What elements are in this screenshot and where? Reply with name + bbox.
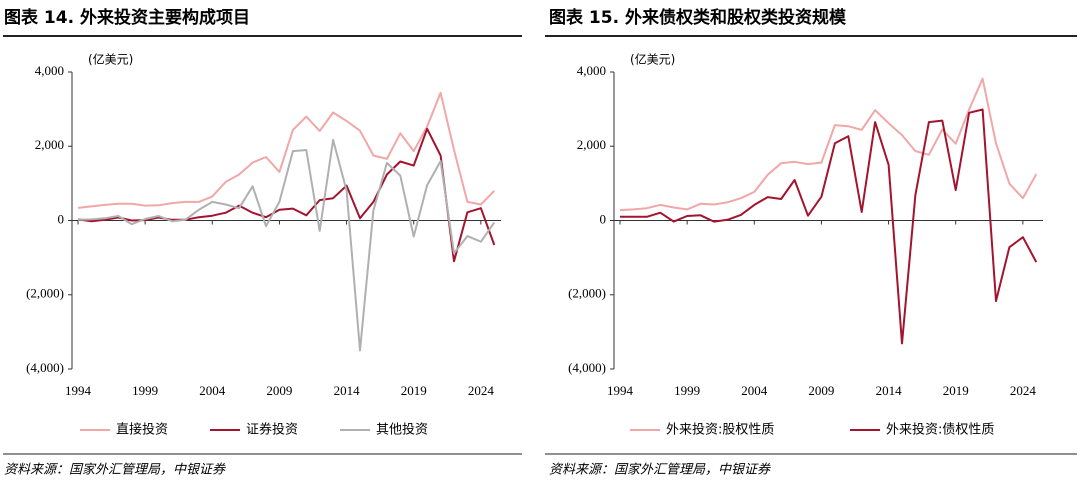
series-line — [620, 108, 1038, 345]
chart-title: 图表 15. 外来债权类和股权类投资规模 — [549, 7, 847, 28]
x-tick-label: 2019 — [943, 383, 969, 398]
legend-label: 外来投资:股权性质 — [666, 422, 774, 438]
source: 资料来源：国家外汇管理局，中银证券 — [4, 462, 226, 478]
x-tick-label: 2024 — [468, 383, 495, 398]
x-tick-label: 2004 — [741, 383, 768, 398]
y-tick-label: 4,000 — [577, 63, 606, 78]
y-tick-label: 2,000 — [577, 137, 606, 152]
chart-title: 图表 14. 外来投资主要构成项目 — [4, 7, 250, 28]
legend-label: 证券投资 — [246, 422, 298, 438]
y-tick-label: (2,000) — [568, 286, 606, 301]
y-tick-label: (4,000) — [26, 360, 64, 375]
x-tick-label: 1999 — [132, 383, 158, 398]
x-tick-label: 1994 — [65, 383, 92, 398]
x-tick-label: 2014 — [876, 383, 903, 398]
y-tick-label: (2,000) — [26, 286, 64, 301]
x-tick-label: 2009 — [266, 383, 292, 398]
y-tick-label: 0 — [58, 211, 65, 226]
x-tick-label: 2004 — [199, 383, 226, 398]
x-tick-label: 2024 — [1010, 383, 1037, 398]
y-tick-label: 4,000 — [35, 63, 64, 78]
x-tick-label: 2019 — [401, 383, 427, 398]
legend-label: 直接投资 — [116, 422, 168, 438]
x-tick-label: 1994 — [607, 383, 634, 398]
x-tick-label: 1999 — [674, 383, 700, 398]
series-line — [77, 91, 496, 209]
y-tick-label: (4,000) — [568, 360, 606, 375]
x-tick-label: 2009 — [808, 383, 834, 398]
unit-label: (亿美元) — [630, 52, 675, 67]
series-line — [77, 138, 496, 352]
legend-label: 其他投资 — [376, 422, 428, 438]
y-tick-label: 2,000 — [35, 137, 64, 152]
series-line — [619, 77, 1038, 212]
legend-label: 外来投资:债权性质 — [886, 422, 994, 438]
x-tick-label: 2014 — [334, 383, 361, 398]
y-tick-label: 0 — [600, 211, 607, 226]
series-line — [77, 127, 496, 263]
unit-label: (亿美元) — [88, 52, 133, 67]
source: 资料来源：国家外汇管理局，中银证券 — [549, 462, 771, 478]
